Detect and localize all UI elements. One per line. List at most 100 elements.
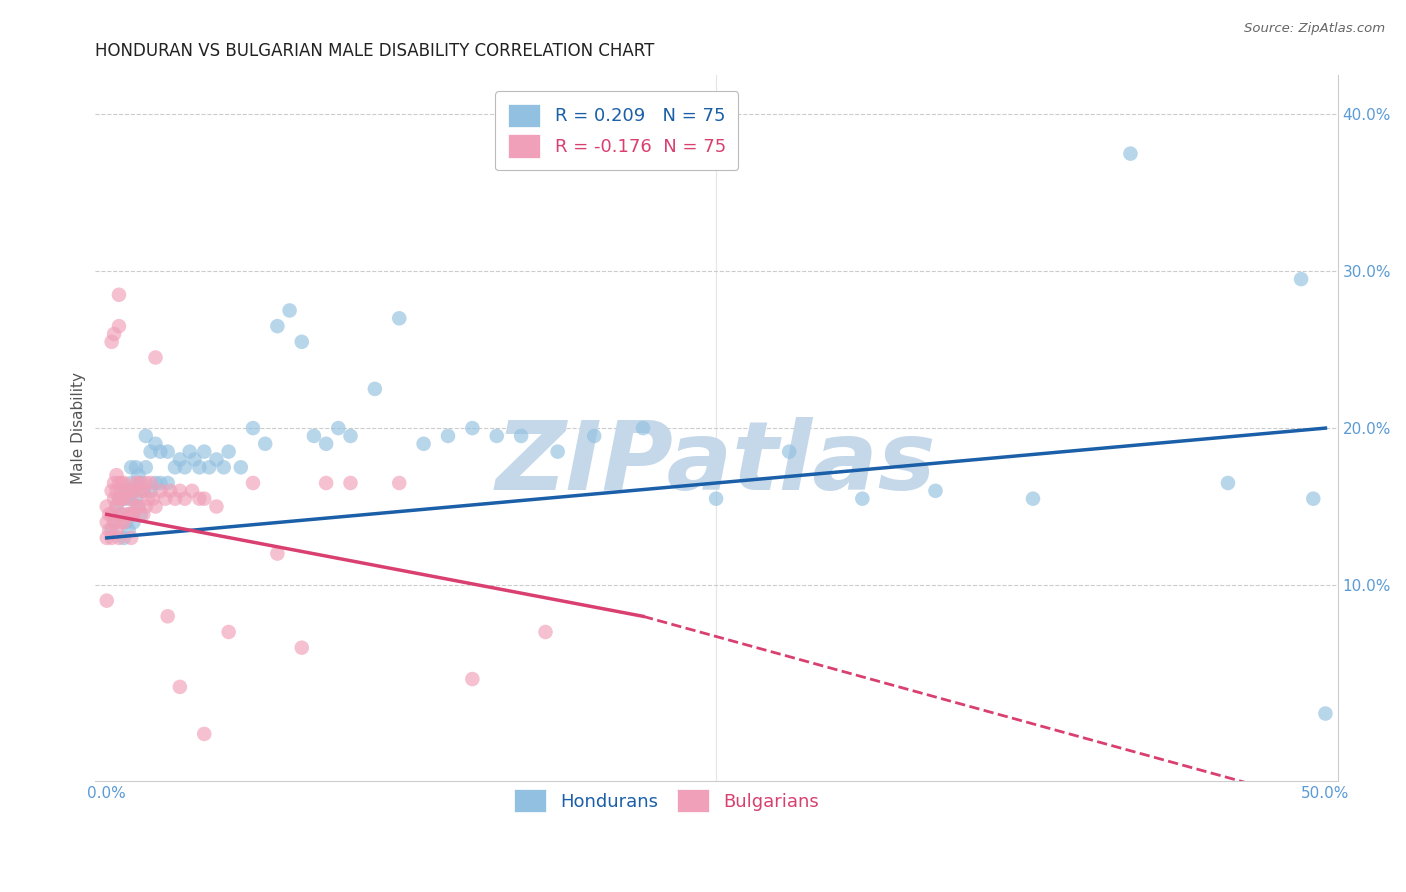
Point (115, 483, 138, 498)
Point (129, 483, 152, 498)
Point (328, 421, 350, 435)
Point (156, 609, 179, 624)
Point (135, 429, 157, 443)
Point (302, 429, 325, 443)
Point (120, 475, 142, 490)
Point (135, 475, 157, 490)
Point (510, 429, 533, 443)
Point (125, 491, 148, 506)
Point (242, 475, 264, 490)
Point (229, 460, 252, 475)
Text: Source: ZipAtlas.com: Source: ZipAtlas.com (1244, 22, 1385, 36)
Point (155, 491, 177, 506)
Point (135, 460, 157, 475)
Point (103, 515, 125, 529)
Point (193, 444, 215, 458)
Point (145, 437, 167, 451)
Point (163, 491, 186, 506)
Point (120, 460, 142, 475)
Point (112, 491, 135, 506)
Point (437, 429, 460, 443)
Point (173, 491, 195, 506)
Point (583, 429, 606, 443)
Point (145, 475, 167, 490)
Point (103, 491, 125, 506)
Legend: Hondurans, Bulgarians: Hondurans, Bulgarians (501, 776, 832, 825)
Point (118, 523, 141, 537)
Point (112, 475, 135, 490)
Point (132, 483, 155, 498)
Point (139, 483, 162, 498)
Point (132, 483, 155, 498)
Point (112, 531, 135, 545)
Point (108, 475, 131, 490)
Point (218, 444, 240, 458)
Point (388, 311, 411, 326)
Point (96, 593, 118, 607)
Point (105, 500, 128, 514)
Point (149, 483, 172, 498)
Point (142, 491, 165, 506)
Point (547, 444, 569, 458)
Point (108, 531, 131, 545)
Point (105, 523, 128, 537)
Point (98, 508, 121, 522)
Point (96, 531, 118, 545)
Point (115, 508, 138, 522)
Point (631, 421, 654, 435)
Point (125, 460, 148, 475)
Point (145, 500, 167, 514)
Text: ZIPatlas: ZIPatlas (496, 417, 936, 510)
Point (108, 319, 131, 334)
Point (169, 452, 191, 467)
Point (534, 625, 557, 640)
Point (122, 508, 145, 522)
Point (412, 437, 434, 451)
Point (125, 475, 148, 490)
Point (163, 460, 186, 475)
Point (120, 508, 142, 522)
Point (105, 483, 128, 498)
Point (108, 491, 131, 506)
Point (183, 452, 205, 467)
Point (388, 475, 411, 490)
Point (112, 515, 135, 529)
Point (105, 500, 128, 514)
Point (139, 444, 162, 458)
Point (159, 483, 181, 498)
Point (461, 672, 484, 686)
Point (278, 303, 301, 318)
Point (1302, 491, 1324, 506)
Point (1216, 475, 1239, 490)
Point (110, 508, 132, 522)
Point (254, 437, 277, 451)
Point (122, 483, 145, 498)
Point (1315, 706, 1337, 721)
Point (118, 508, 141, 522)
Point (122, 515, 145, 529)
Text: HONDURAN VS BULGARIAN MALE DISABILITY CORRELATION CHART: HONDURAN VS BULGARIAN MALE DISABILITY CO… (94, 42, 654, 60)
Point (108, 287, 131, 301)
Point (118, 483, 141, 498)
Point (136, 491, 159, 506)
Point (135, 500, 157, 514)
Point (145, 351, 167, 365)
Point (173, 460, 195, 475)
Point (218, 625, 240, 640)
Point (139, 475, 162, 490)
Point (485, 429, 508, 443)
Point (149, 444, 172, 458)
Point (198, 460, 221, 475)
Point (127, 500, 149, 514)
Point (315, 437, 337, 451)
Point (115, 483, 138, 498)
Point (179, 444, 201, 458)
Point (108, 491, 131, 506)
Point (364, 382, 387, 396)
Point (103, 475, 125, 490)
Point (461, 421, 484, 435)
Point (205, 452, 228, 467)
Point (188, 460, 211, 475)
Point (100, 334, 122, 349)
Point (132, 508, 155, 522)
